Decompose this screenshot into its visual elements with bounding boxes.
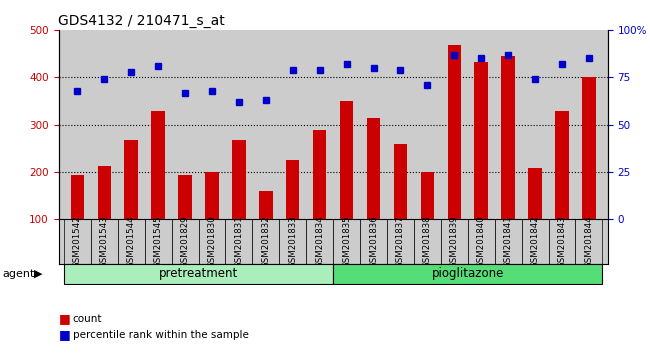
Bar xyxy=(394,144,407,219)
Bar xyxy=(151,110,165,219)
Text: GSM201545: GSM201545 xyxy=(153,215,162,268)
Text: GSM201839: GSM201839 xyxy=(450,215,459,268)
Text: ▶: ▶ xyxy=(34,269,42,279)
FancyBboxPatch shape xyxy=(549,219,575,264)
Text: GSM201843: GSM201843 xyxy=(558,215,567,268)
FancyBboxPatch shape xyxy=(64,219,91,264)
Text: GSM201834: GSM201834 xyxy=(315,215,324,268)
Text: GSM201840: GSM201840 xyxy=(476,215,486,268)
Bar xyxy=(555,110,569,219)
Bar xyxy=(71,176,84,219)
Text: agent: agent xyxy=(3,269,35,279)
Bar xyxy=(124,140,138,219)
FancyBboxPatch shape xyxy=(145,219,172,264)
Text: GSM201842: GSM201842 xyxy=(530,215,540,268)
Bar xyxy=(582,78,595,219)
Bar xyxy=(205,172,218,219)
Text: GSM201542: GSM201542 xyxy=(73,215,82,268)
Bar xyxy=(313,130,326,219)
Text: percentile rank within the sample: percentile rank within the sample xyxy=(73,330,249,339)
Bar xyxy=(178,176,192,219)
Bar xyxy=(232,140,246,219)
FancyBboxPatch shape xyxy=(226,219,252,264)
Text: ■: ■ xyxy=(58,328,70,341)
Text: GSM201831: GSM201831 xyxy=(235,215,243,268)
FancyBboxPatch shape xyxy=(521,219,549,264)
FancyBboxPatch shape xyxy=(495,219,521,264)
Text: GSM201837: GSM201837 xyxy=(396,215,405,268)
FancyBboxPatch shape xyxy=(441,219,468,264)
FancyBboxPatch shape xyxy=(414,219,441,264)
Bar xyxy=(340,101,354,219)
Bar xyxy=(474,62,488,219)
Text: GSM201829: GSM201829 xyxy=(181,215,190,268)
Bar xyxy=(286,160,300,219)
Text: GSM201844: GSM201844 xyxy=(584,215,593,268)
FancyBboxPatch shape xyxy=(575,219,603,264)
FancyBboxPatch shape xyxy=(252,219,280,264)
FancyBboxPatch shape xyxy=(280,219,306,264)
Text: GSM201544: GSM201544 xyxy=(127,215,136,268)
FancyBboxPatch shape xyxy=(64,264,333,284)
Bar xyxy=(448,45,461,219)
FancyBboxPatch shape xyxy=(360,219,387,264)
Text: GSM201543: GSM201543 xyxy=(99,215,109,268)
Text: GSM201841: GSM201841 xyxy=(504,215,513,268)
Text: GSM201830: GSM201830 xyxy=(207,215,216,268)
FancyBboxPatch shape xyxy=(333,219,360,264)
Bar xyxy=(528,169,542,219)
FancyBboxPatch shape xyxy=(306,219,333,264)
FancyBboxPatch shape xyxy=(387,219,414,264)
Text: GSM201832: GSM201832 xyxy=(261,215,270,268)
Text: GSM201836: GSM201836 xyxy=(369,215,378,268)
FancyBboxPatch shape xyxy=(198,219,226,264)
Text: pioglitazone: pioglitazone xyxy=(432,268,504,280)
Text: count: count xyxy=(73,314,102,324)
FancyBboxPatch shape xyxy=(91,219,118,264)
Text: GSM201838: GSM201838 xyxy=(423,215,432,268)
Text: GSM201833: GSM201833 xyxy=(288,215,297,268)
FancyBboxPatch shape xyxy=(333,264,603,284)
FancyBboxPatch shape xyxy=(118,219,145,264)
Bar xyxy=(421,172,434,219)
Bar xyxy=(98,166,111,219)
Bar xyxy=(501,56,515,219)
FancyBboxPatch shape xyxy=(468,219,495,264)
Text: ■: ■ xyxy=(58,312,70,325)
FancyBboxPatch shape xyxy=(172,219,198,264)
Bar xyxy=(259,191,272,219)
Text: pretreatment: pretreatment xyxy=(159,268,238,280)
Bar xyxy=(367,118,380,219)
Text: GSM201835: GSM201835 xyxy=(342,215,351,268)
Text: GDS4132 / 210471_s_at: GDS4132 / 210471_s_at xyxy=(58,14,226,28)
